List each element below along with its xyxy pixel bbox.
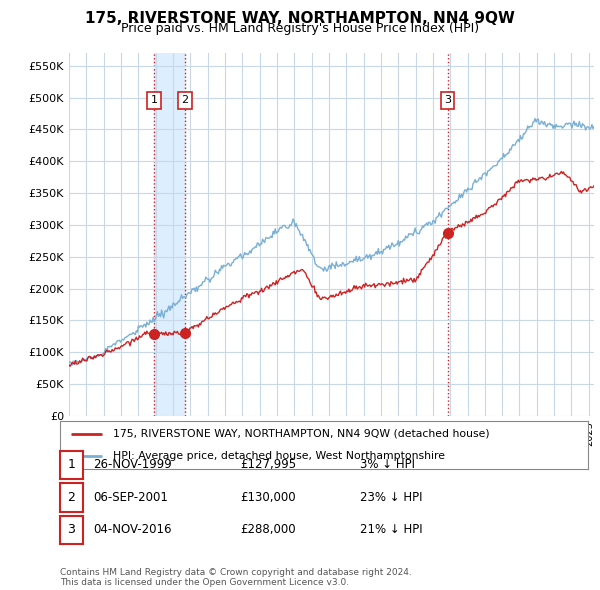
Text: 04-NOV-2016: 04-NOV-2016 — [93, 523, 172, 536]
Text: £127,995: £127,995 — [240, 458, 296, 471]
Text: 175, RIVERSTONE WAY, NORTHAMPTON, NN4 9QW (detached house): 175, RIVERSTONE WAY, NORTHAMPTON, NN4 9Q… — [113, 429, 490, 439]
Text: Price paid vs. HM Land Registry's House Price Index (HPI): Price paid vs. HM Land Registry's House … — [121, 22, 479, 35]
Text: 2: 2 — [181, 95, 188, 105]
Text: HPI: Average price, detached house, West Northamptonshire: HPI: Average price, detached house, West… — [113, 451, 445, 461]
Text: 3% ↓ HPI: 3% ↓ HPI — [360, 458, 415, 471]
Text: 175, RIVERSTONE WAY, NORTHAMPTON, NN4 9QW: 175, RIVERSTONE WAY, NORTHAMPTON, NN4 9Q… — [85, 11, 515, 25]
Text: £288,000: £288,000 — [240, 523, 296, 536]
Text: 3: 3 — [67, 523, 76, 536]
Text: 23% ↓ HPI: 23% ↓ HPI — [360, 491, 422, 504]
Text: 06-SEP-2001: 06-SEP-2001 — [93, 491, 168, 504]
Text: 26-NOV-1999: 26-NOV-1999 — [93, 458, 172, 471]
Bar — [154, 53, 185, 416]
Text: 1: 1 — [67, 458, 76, 471]
Text: £130,000: £130,000 — [240, 491, 296, 504]
Text: 3: 3 — [444, 95, 451, 105]
Text: 21% ↓ HPI: 21% ↓ HPI — [360, 523, 422, 536]
Text: 2: 2 — [67, 491, 76, 504]
Text: Contains HM Land Registry data © Crown copyright and database right 2024.
This d: Contains HM Land Registry data © Crown c… — [60, 568, 412, 587]
Text: 1: 1 — [151, 95, 158, 105]
